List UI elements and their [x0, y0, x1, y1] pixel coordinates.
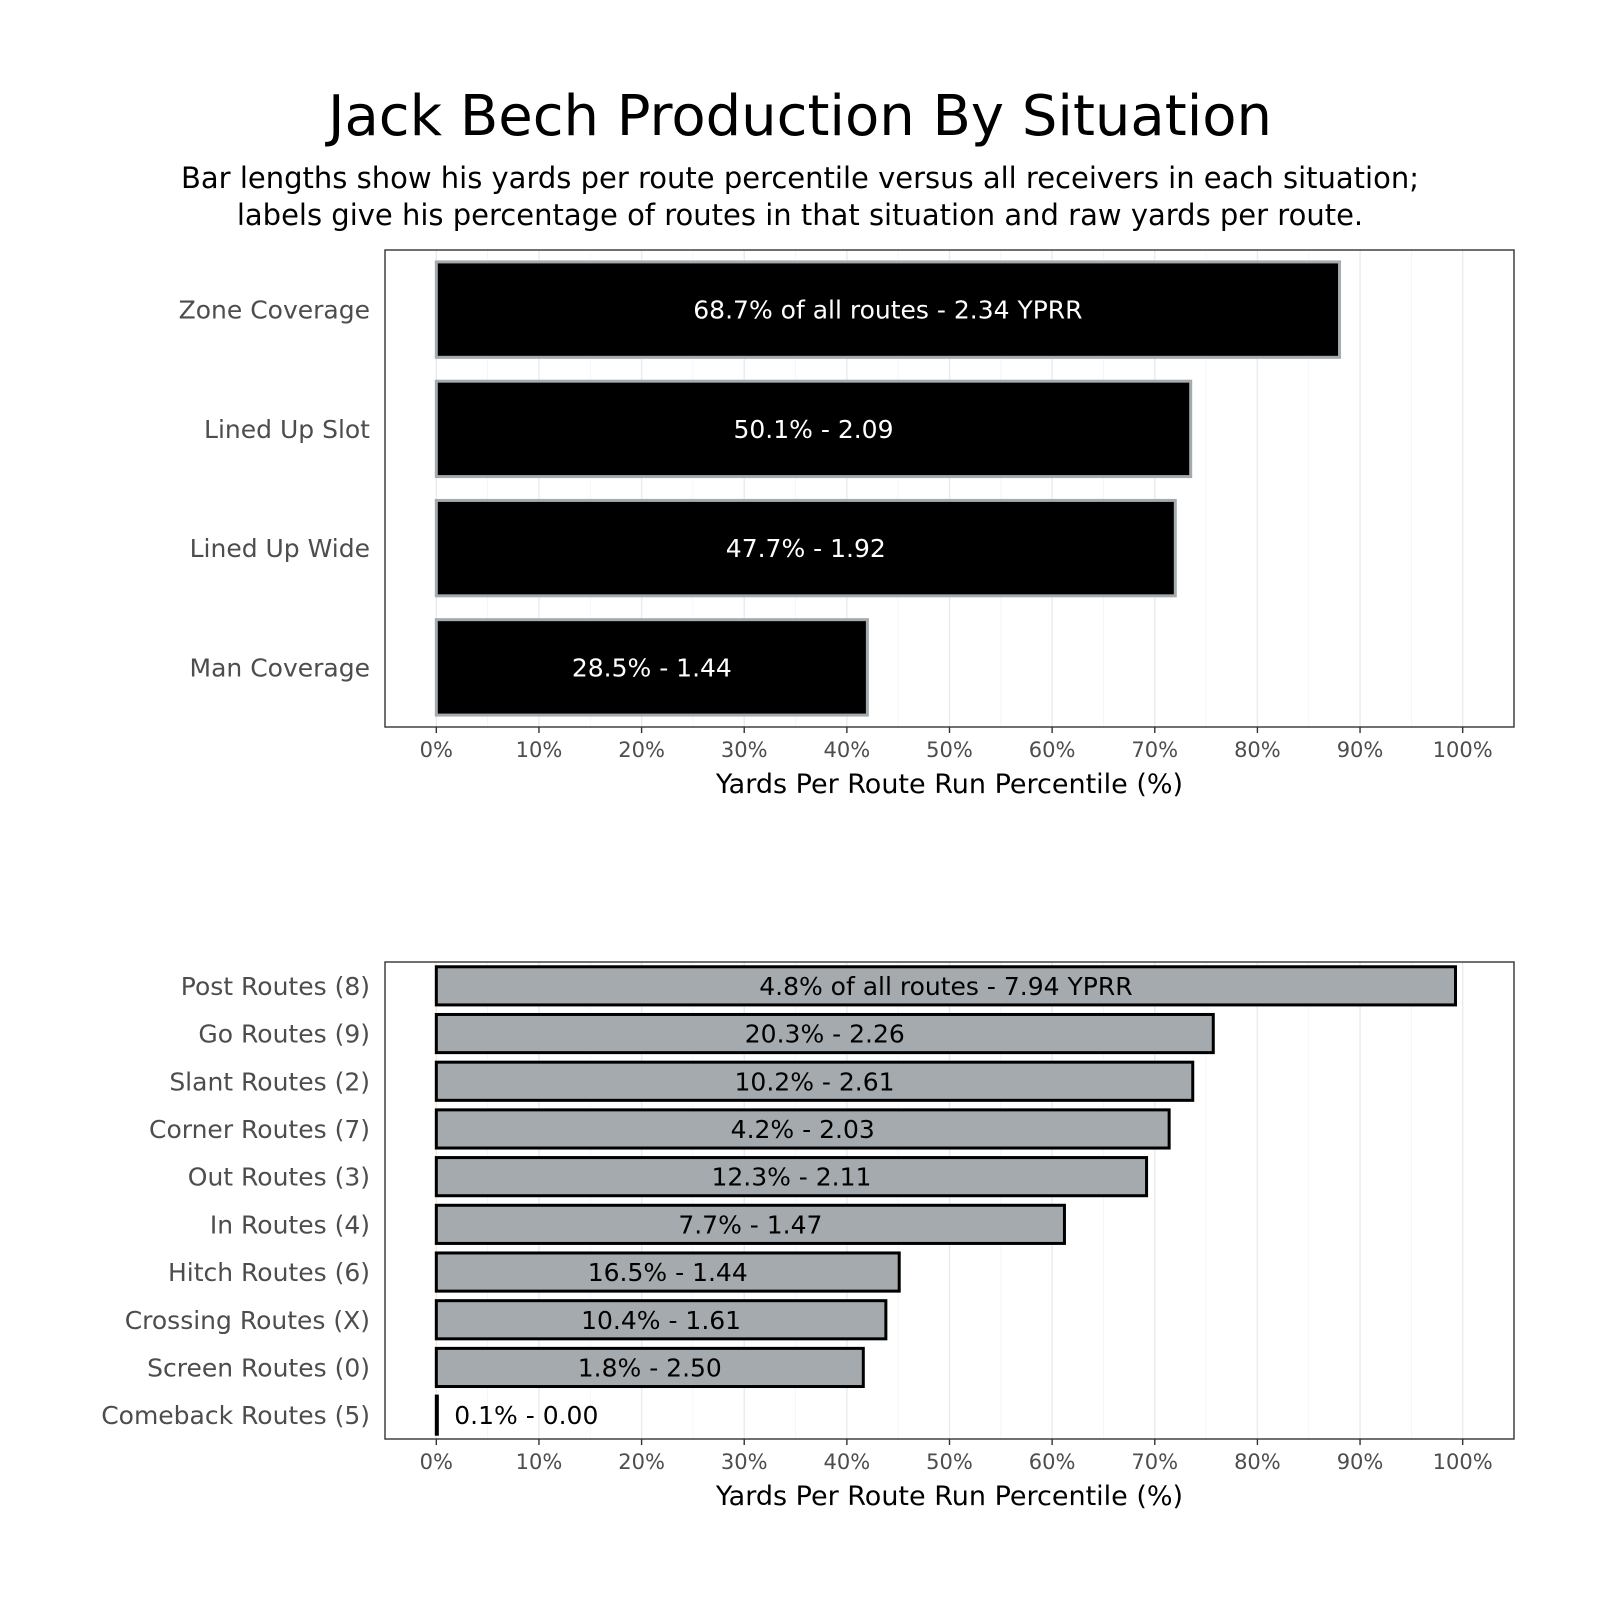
bar-data-label: 28.5% - 1.44	[572, 653, 732, 682]
x-tick-label: 60%	[1029, 1450, 1076, 1474]
x-tick-label: 0%	[420, 1450, 453, 1474]
category-label: Hitch Routes (6)	[168, 1258, 370, 1287]
bar-zone-coverage	[434, 260, 1342, 359]
bar-slant-routes-2	[434, 1060, 1195, 1102]
chart-subtitle-line-2: labels give his percentage of routes in …	[237, 198, 1363, 232]
x-tick-label: 100%	[1433, 738, 1493, 762]
bar-data-label: 47.7% - 1.92	[726, 534, 886, 563]
bar-data-label: 68.7% of all routes - 2.34 YPRR	[693, 296, 1082, 325]
x-tick-label: 20%	[618, 738, 665, 762]
x-tick-label: 30%	[721, 1450, 768, 1474]
bar-data-label: 0.1% - 0.00	[454, 1401, 598, 1430]
x-axis-title: Yards Per Route Run Percentile (%)	[715, 769, 1183, 800]
x-tick-label: 80%	[1234, 738, 1281, 762]
x-tick-label: 70%	[1131, 1450, 1178, 1474]
category-label: Comeback Routes (5)	[101, 1401, 370, 1430]
x-tick-label: 100%	[1433, 1450, 1493, 1474]
category-label: Corner Routes (7)	[149, 1115, 370, 1144]
category-label: Man Coverage	[190, 653, 370, 682]
chart-title: Jack Bech Production By Situation	[325, 84, 1272, 149]
category-label: Screen Routes (0)	[147, 1353, 370, 1382]
bar-screen-routes-0	[434, 1346, 865, 1389]
bar-data-label: 7.7% - 1.47	[678, 1210, 822, 1239]
category-label: In Routes (4)	[210, 1210, 370, 1239]
x-tick-label: 80%	[1234, 1450, 1281, 1474]
category-label: Lined Up Slot	[204, 415, 370, 444]
category-label: Lined Up Wide	[190, 534, 370, 563]
bar-data-label: 4.2% - 2.03	[731, 1115, 875, 1144]
x-tick-label: 40%	[824, 1450, 871, 1474]
route-type-panel: Post Routes (8) 4.8% of all routes - 7.94…	[101, 961, 1515, 1512]
x-tick-label: 10%	[516, 1450, 563, 1474]
x-tick-label: 10%	[516, 738, 563, 762]
bar-data-label: 20.3% - 2.26	[745, 1020, 905, 1049]
x-tick-label: 0%	[420, 738, 453, 762]
situation-panel: Zone Coverage 68.7% of all routes - 2.34 …	[179, 249, 1515, 800]
bar-data-label: 12.3% - 2.11	[711, 1163, 871, 1192]
x-tick-label: 70%	[1131, 738, 1178, 762]
bar-data-label: 16.5% - 1.44	[588, 1258, 748, 1287]
bar-comeback-routes-5	[434, 1394, 439, 1436]
bar-post-routes-8	[434, 965, 1457, 1007]
category-label: Zone Coverage	[179, 296, 370, 325]
category-label: Out Routes (3)	[188, 1163, 370, 1192]
bar-in-routes-4	[434, 1203, 1066, 1245]
bar-hitch-routes-6	[434, 1251, 901, 1293]
bar-data-label: 10.4% - 1.61	[581, 1306, 741, 1335]
x-tick-label: 20%	[618, 1450, 665, 1474]
category-label: Post Routes (8)	[181, 972, 370, 1001]
x-tick-label: 50%	[926, 738, 973, 762]
category-label: Go Routes (9)	[198, 1020, 370, 1049]
bar-data-label: 50.1% - 2.09	[734, 415, 894, 444]
bar-lined-up-wide	[434, 498, 1177, 598]
x-axis-title: Yards Per Route Run Percentile (%)	[715, 1481, 1183, 1512]
x-tick-label: 90%	[1337, 1450, 1384, 1474]
bar-crossing-routes-x	[434, 1299, 888, 1341]
x-tick-label: 30%	[721, 738, 768, 762]
category-label: Slant Routes (2)	[169, 1067, 370, 1096]
bar-go-routes-9	[434, 1012, 1215, 1055]
x-tick-label: 50%	[926, 1450, 973, 1474]
x-tick-label: 90%	[1337, 738, 1384, 762]
x-tick-label: 60%	[1029, 738, 1076, 762]
category-label: Crossing Routes (X)	[125, 1306, 370, 1335]
bar-data-label: 1.8% - 2.50	[578, 1353, 722, 1382]
x-tick-label: 40%	[824, 738, 871, 762]
bar-data-label: 10.2% - 2.61	[735, 1067, 895, 1096]
chart-subtitle-line-1: Bar lengths show his yards per route per…	[181, 161, 1419, 195]
bar-lined-up-slot	[434, 379, 1193, 479]
bar-corner-routes-7	[434, 1108, 1171, 1150]
bar-out-routes-3	[434, 1156, 1149, 1198]
bar-data-label: 4.8% of all routes - 7.94 YPRR	[759, 972, 1132, 1001]
bar-man-coverage	[434, 618, 869, 717]
